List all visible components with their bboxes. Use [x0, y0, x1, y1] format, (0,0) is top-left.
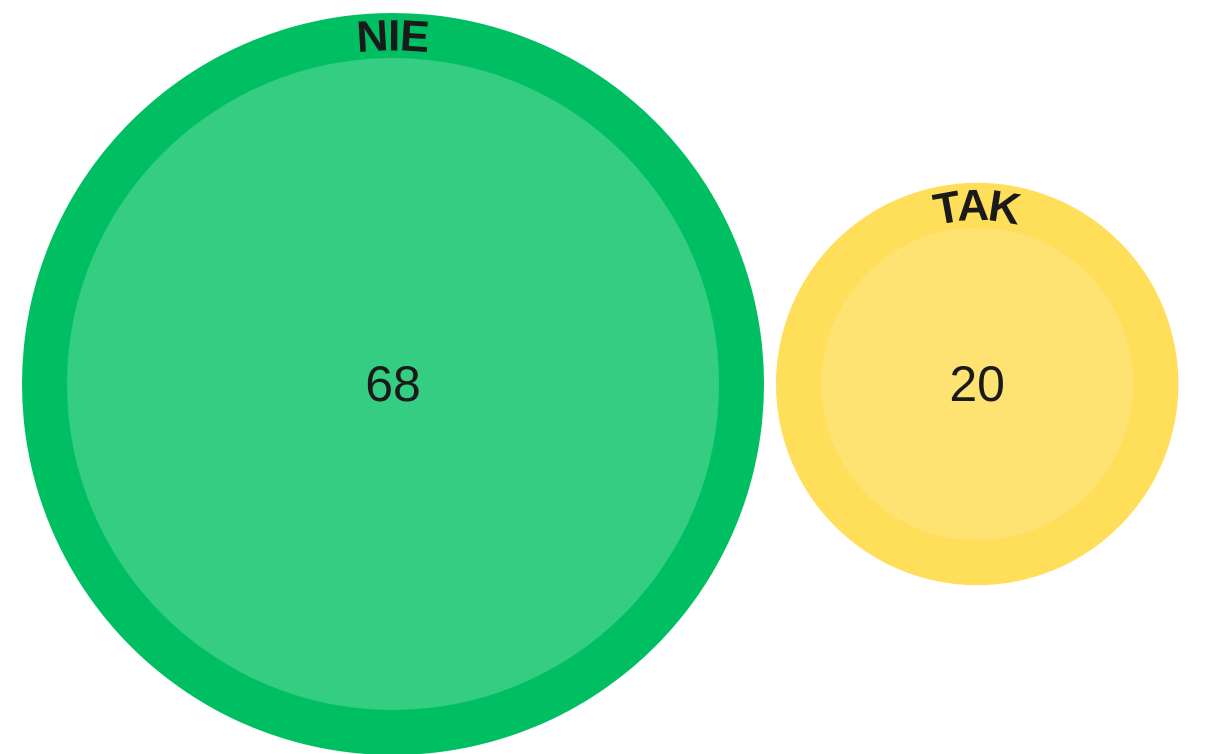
bubble-label: TAK	[930, 180, 1025, 234]
bubble-inner	[821, 227, 1134, 541]
bubble-label-text: NIE	[355, 11, 431, 62]
bubble-value: 68	[365, 356, 421, 412]
bubble-value: 20	[949, 356, 1005, 412]
bubble-label: NIE	[355, 11, 431, 62]
bubble-label-text: TAK	[930, 180, 1025, 234]
bubble-inner	[67, 58, 719, 710]
